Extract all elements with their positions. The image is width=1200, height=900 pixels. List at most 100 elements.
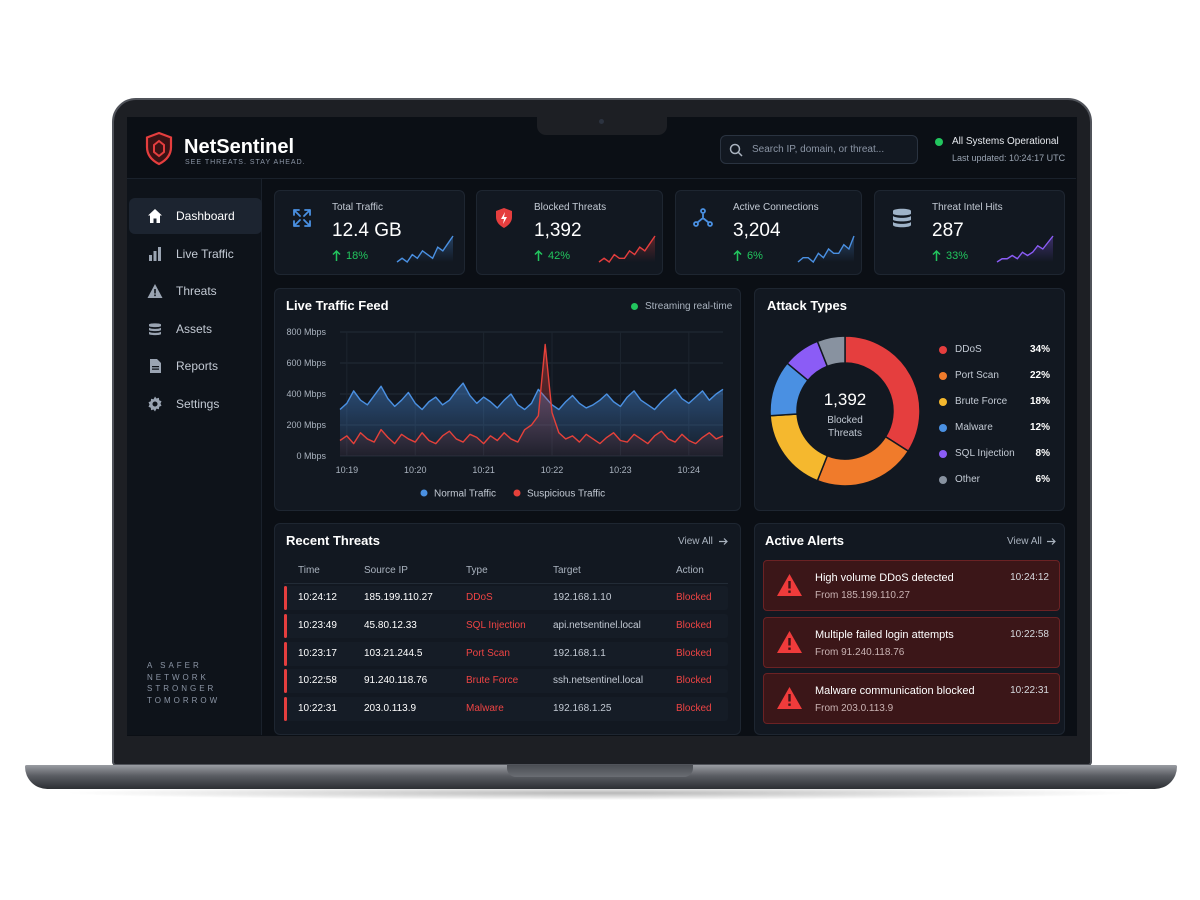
- nav-icon: [149, 246, 161, 261]
- legend-label: Malware: [955, 422, 993, 433]
- legend-dot: [939, 346, 947, 354]
- kpi-icon: [693, 208, 713, 227]
- nav-icon-shape: [149, 246, 161, 261]
- donut-center-label: Blocked Threats: [827, 415, 863, 439]
- sparkline-area: [397, 236, 453, 262]
- table-cell: Brute Force: [466, 675, 519, 687]
- view-all-arrow-shape: [719, 538, 728, 545]
- legend-dot: [513, 489, 521, 497]
- legend-label: Port Scan: [955, 370, 999, 381]
- nav-icon: [148, 396, 162, 411]
- kpi-up-arrow-shape: [534, 249, 543, 261]
- table-cell: 192.168.1.25: [553, 703, 612, 714]
- legend-dot: [939, 398, 947, 406]
- sparkline-area: [599, 236, 655, 262]
- laptop-base-notch: [507, 765, 693, 777]
- legend-value: 18%: [1029, 396, 1050, 407]
- alert-icon-shape: [777, 687, 802, 710]
- sparkline-area: [997, 236, 1053, 262]
- nav-item[interactable]: Reports: [176, 359, 219, 373]
- view-all-arrow: [1047, 538, 1056, 545]
- search-placeholder: Search IP, domain, or threat...: [752, 144, 885, 155]
- camera-notch: [537, 117, 667, 135]
- sparkline-area: [798, 236, 854, 262]
- table-cell: Blocked: [676, 703, 712, 714]
- legend-value: 6%: [1035, 474, 1050, 485]
- nav-item[interactable]: Dashboard: [176, 209, 235, 223]
- alert-title: Malware communication blocked: [815, 685, 975, 698]
- kpi-label: Threat Intel Hits: [932, 202, 1003, 213]
- table-header: Time: [298, 565, 320, 576]
- table-cell: Malware: [466, 703, 504, 714]
- x-tick-label: 10:22: [541, 465, 564, 475]
- logo-mark: [153, 139, 165, 158]
- table-cell: 10:22:58: [298, 675, 337, 687]
- nav-icon: [147, 284, 163, 298]
- search-icon-handle: [737, 151, 743, 157]
- nav-item[interactable]: Assets: [176, 321, 213, 336]
- sparkline-line: [797, 235, 855, 264]
- nav-item[interactable]: Settings: [176, 396, 220, 411]
- y-tick-label: 600 Mbps: [286, 358, 326, 368]
- search-icon-ring: [729, 143, 741, 155]
- kpi-label: Total Traffic: [332, 202, 383, 213]
- alert-title: Multiple failed login attempts: [815, 628, 954, 641]
- kpi-up-arrow: [332, 249, 341, 261]
- stream-dot: [631, 303, 638, 310]
- legend-dot: [939, 372, 947, 380]
- kpi-value: 1,392: [534, 220, 582, 241]
- kpi-up-arrow: [733, 249, 742, 261]
- legend-dot: [939, 424, 947, 432]
- sidebar-footer-line: TOMORROW: [147, 696, 221, 706]
- view-all-link[interactable]: View All: [678, 536, 713, 547]
- x-tick-label: 10:19: [336, 465, 359, 475]
- nav-icon-shape: [148, 396, 162, 411]
- alert-time: 10:22:31: [1010, 685, 1049, 697]
- kpi-change: 18%: [346, 250, 369, 262]
- table-cell: Blocked: [676, 647, 712, 659]
- logo-shield: [145, 131, 173, 166]
- nav-icon: [150, 359, 161, 373]
- stream-status: Streaming real-time: [645, 301, 733, 312]
- view-all-link[interactable]: View All: [1007, 536, 1042, 547]
- alert-box: [763, 560, 1060, 611]
- table-cell: 185.199.110.27: [364, 592, 433, 603]
- table-cell: 10:23:17: [298, 647, 337, 659]
- sparkline: [598, 235, 656, 263]
- legend-value: 22%: [1029, 370, 1050, 381]
- legend-value: 34%: [1029, 344, 1050, 355]
- kpi-icon: [293, 209, 311, 227]
- status-dot: [935, 138, 943, 146]
- search-box[interactable]: [720, 135, 918, 164]
- donut-segment: [816, 335, 846, 368]
- table-cell: api.netsentinel.local: [553, 619, 641, 631]
- view-all-arrow-shape: [1047, 538, 1056, 545]
- nav-icon-shape: [150, 359, 161, 373]
- table-cell: 91.240.118.76: [364, 675, 428, 687]
- sparkline-line: [396, 235, 454, 263]
- legend-label: Brute Force: [955, 396, 1008, 407]
- y-tick-label: 0 Mbps: [296, 451, 326, 461]
- series-area: [340, 383, 723, 456]
- kpi-label: Active Connections: [733, 202, 819, 213]
- table-cell: 203.0.113.9: [364, 703, 417, 714]
- nav-item[interactable]: Threats: [176, 284, 217, 298]
- table-row: [284, 697, 728, 721]
- table-cell: 103.21.244.5: [364, 647, 423, 659]
- table-header: Type: [466, 565, 488, 576]
- table-header: Action: [676, 565, 704, 576]
- status-text: All Systems Operational: [952, 136, 1059, 147]
- card-title: Live Traffic Feed: [286, 298, 389, 313]
- legend-label: Other: [955, 474, 981, 485]
- nav-item[interactable]: Live Traffic: [176, 246, 234, 261]
- table-cell: 192.168.1.1: [553, 647, 606, 659]
- table-cell: Blocked: [676, 675, 712, 687]
- sidebar-footer-line: NETWORK: [147, 672, 209, 682]
- nav-icon: [149, 322, 161, 335]
- brand-name: NetSentinel: [184, 136, 295, 158]
- legend-label: SQL Injection: [955, 448, 1015, 459]
- row-accent: [284, 586, 287, 610]
- donut-segment: [844, 335, 921, 453]
- table-cell: Blocked: [676, 592, 712, 603]
